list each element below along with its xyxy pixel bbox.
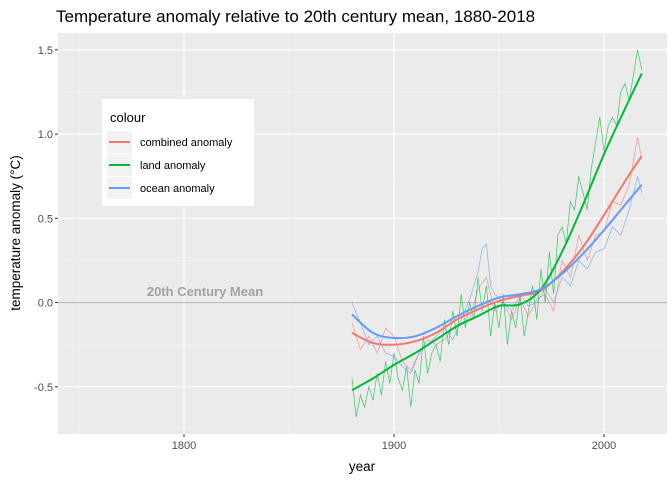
smooth-line-land-anomaly <box>351 72 643 392</box>
reference-line-label: 20th Century Mean <box>147 284 263 299</box>
legend-entries: combined anomaly land anomaly ocean anomal… <box>107 131 233 199</box>
y-tick-label: 0.5 <box>38 213 53 225</box>
y-tick-label: 0.0 <box>38 298 53 310</box>
y-tick-label: 1.5 <box>38 45 53 57</box>
smooth-line-combined-anomaly <box>351 155 643 346</box>
x-axis-title: year <box>349 459 376 474</box>
x-axis-ticks: 1800 1900 2000 <box>172 434 616 452</box>
y-axis-ticks: -0.5 0.0 0.5 1.0 1.5 <box>34 45 58 394</box>
y-tick-label: 1.0 <box>38 129 53 141</box>
chart-title: Temperature anomaly relative to 20th cen… <box>56 7 535 26</box>
legend-label: ocean anomaly <box>140 183 215 195</box>
x-tick-label: 2000 <box>592 440 616 452</box>
smooth-line-ocean-anomaly <box>351 183 643 340</box>
x-tick-label: 1900 <box>382 440 406 452</box>
legend-label: combined anomaly <box>140 137 233 149</box>
plot-panel <box>58 33 667 434</box>
smoothed-series-layer <box>351 72 643 392</box>
legend-title: colour <box>110 110 146 125</box>
x-tick-label: 1800 <box>172 440 196 452</box>
legend: colour combined anomaly land anomaly ocean… <box>102 99 254 206</box>
raw-line-land-anomaly <box>351 49 643 418</box>
raw-line-ocean-anomaly <box>351 176 643 374</box>
y-axis-title: temperature anomaly (°C) <box>8 155 23 310</box>
legend-label: land anomaly <box>140 160 206 172</box>
y-tick-label: -0.5 <box>34 382 53 394</box>
